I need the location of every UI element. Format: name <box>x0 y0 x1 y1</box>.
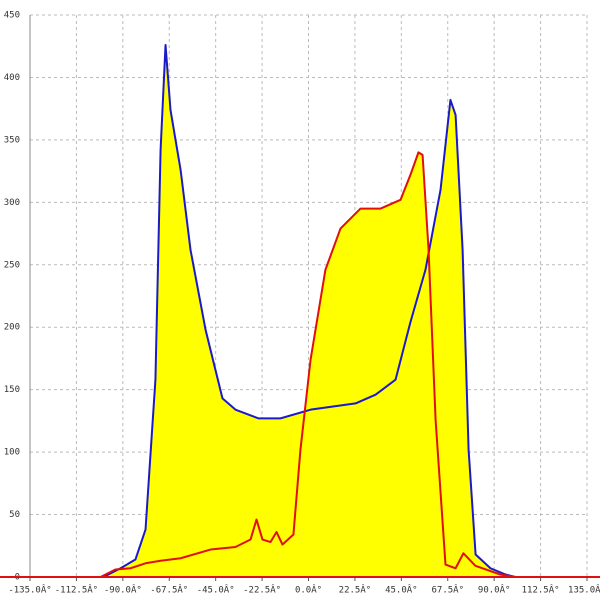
y-tick-label: 400 <box>4 73 20 83</box>
x-tick-label: -67.5Â° <box>150 584 188 596</box>
y-tick-label: 300 <box>4 198 20 208</box>
x-tick-label: 45.0Â° <box>385 584 418 596</box>
y-tick-label: 450 <box>4 11 20 21</box>
x-tick-label: -90.0Â° <box>104 584 142 596</box>
line <box>100 151 516 578</box>
y-tick-label: 150 <box>4 385 20 395</box>
x-tick-label: -22.5Â° <box>243 584 281 596</box>
x-tick-label: 112.5Â° <box>522 584 560 596</box>
x-tick-label: 22.5Â° <box>339 584 372 596</box>
y-tick-label: 50 <box>9 510 20 520</box>
x-tick-label: -45.0Â° <box>197 584 235 596</box>
y-tick-label: 100 <box>4 448 20 458</box>
x-tick-label: 0.0Â° <box>295 584 322 596</box>
x-tick-label: 67.5Â° <box>431 584 464 596</box>
x-tick-label: 135.0Â° <box>568 584 600 596</box>
x-tick-label: -135.0Â° <box>8 584 51 596</box>
x-tick-label: -112.5Â° <box>55 584 98 596</box>
line <box>102 43 516 578</box>
area-fill <box>100 152 516 577</box>
y-tick-label: 350 <box>4 135 20 145</box>
y-tick-label: 250 <box>4 260 20 270</box>
x-tick-label: 90.0Â° <box>478 584 511 596</box>
y-tick-label: 200 <box>4 323 20 333</box>
